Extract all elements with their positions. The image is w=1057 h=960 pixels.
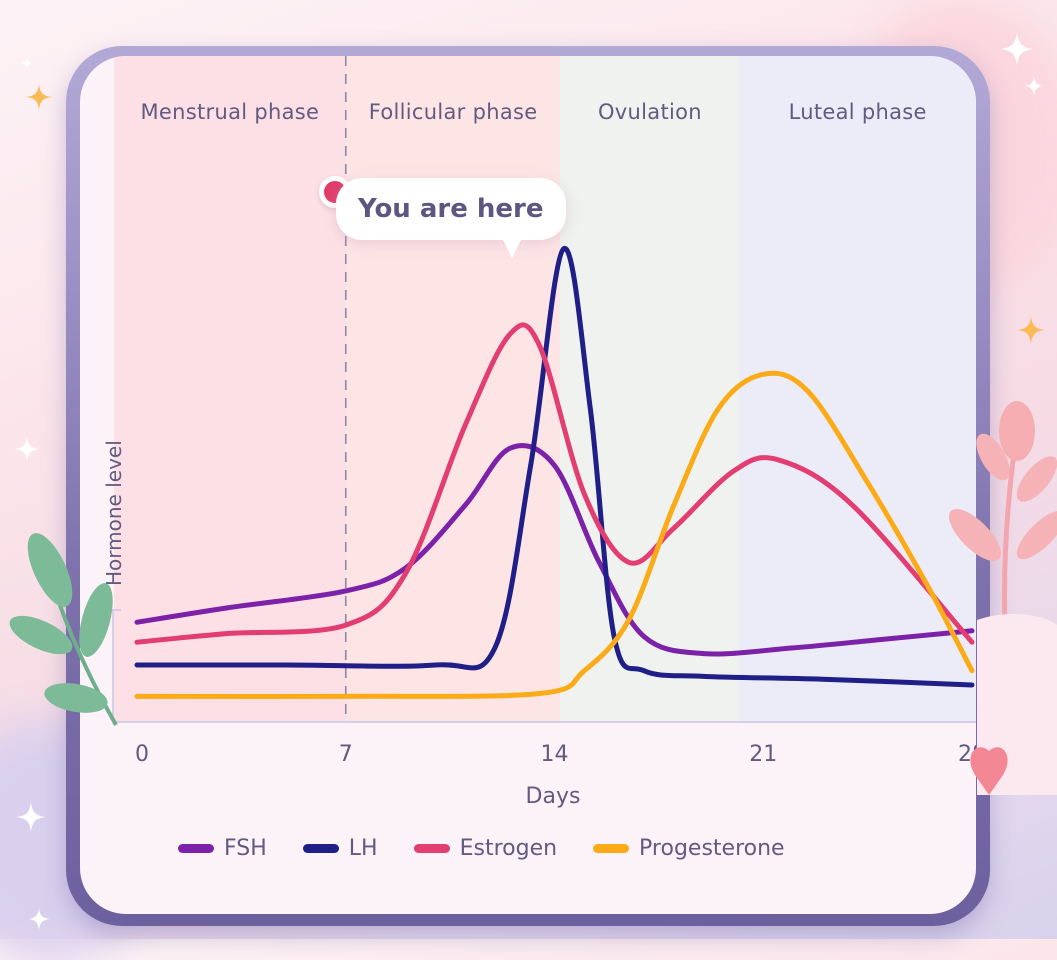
phase-label: Ovulation bbox=[597, 100, 702, 124]
phase-band bbox=[114, 56, 346, 722]
phase-band bbox=[739, 56, 976, 722]
phase-label: Menstrual phase bbox=[140, 100, 320, 124]
legend-item-lh[interactable]: LH bbox=[302, 836, 378, 861]
phase-band bbox=[345, 56, 561, 722]
x-tick-label: 21 bbox=[749, 742, 778, 767]
chart-legend: FSH LH Estrogen Progesterone bbox=[178, 836, 785, 861]
x-tick-label: 14 bbox=[540, 742, 569, 767]
legend-swatch-icon bbox=[413, 844, 450, 853]
x-tick-label: 0 bbox=[135, 742, 149, 767]
series-line-progesterone[interactable] bbox=[134, 370, 975, 700]
legend-label: FSH bbox=[224, 836, 267, 861]
you-are-here-tooltip: You are here bbox=[336, 178, 566, 258]
green-leaf-branch-icon bbox=[9, 533, 118, 726]
sparkle-icon bbox=[28, 908, 50, 930]
legend-label: LH bbox=[348, 836, 378, 861]
sparkle-icon bbox=[14, 436, 40, 462]
legend-item-fsh[interactable]: FSH bbox=[178, 836, 267, 861]
sparkle-icon bbox=[20, 56, 34, 70]
sparkle-icon bbox=[1000, 32, 1034, 66]
hormone-line-chart bbox=[105, 56, 976, 723]
x-tick-label: 7 bbox=[338, 742, 353, 767]
sparkle-icon bbox=[1024, 76, 1044, 96]
series-line-estrogen[interactable] bbox=[134, 322, 975, 645]
phase-label: Luteal phase bbox=[788, 100, 927, 124]
legend-label: Estrogen bbox=[459, 836, 558, 861]
pink-flower-vase-icon bbox=[949, 401, 1057, 795]
legend-item-estrogen[interactable]: Estrogen bbox=[413, 836, 558, 861]
series-line-fsh[interactable] bbox=[134, 443, 975, 657]
series-line-lh[interactable] bbox=[134, 246, 975, 688]
legend-swatch-icon bbox=[593, 844, 630, 853]
phase-label: Follicular phase bbox=[368, 100, 538, 124]
sparkle-icon bbox=[16, 802, 46, 832]
legend-swatch-icon bbox=[302, 844, 339, 853]
legend-item-progesterone[interactable]: Progesterone bbox=[593, 836, 785, 861]
legend-label: Progesterone bbox=[639, 836, 785, 861]
sparkle-icon bbox=[26, 84, 52, 110]
chart-card: Menstrual phase Follicular phase Ovulation… bbox=[80, 56, 976, 914]
x-axis-label: Days bbox=[525, 784, 581, 809]
sparkle-icon bbox=[1017, 316, 1045, 344]
legend-swatch-icon bbox=[178, 844, 214, 853]
